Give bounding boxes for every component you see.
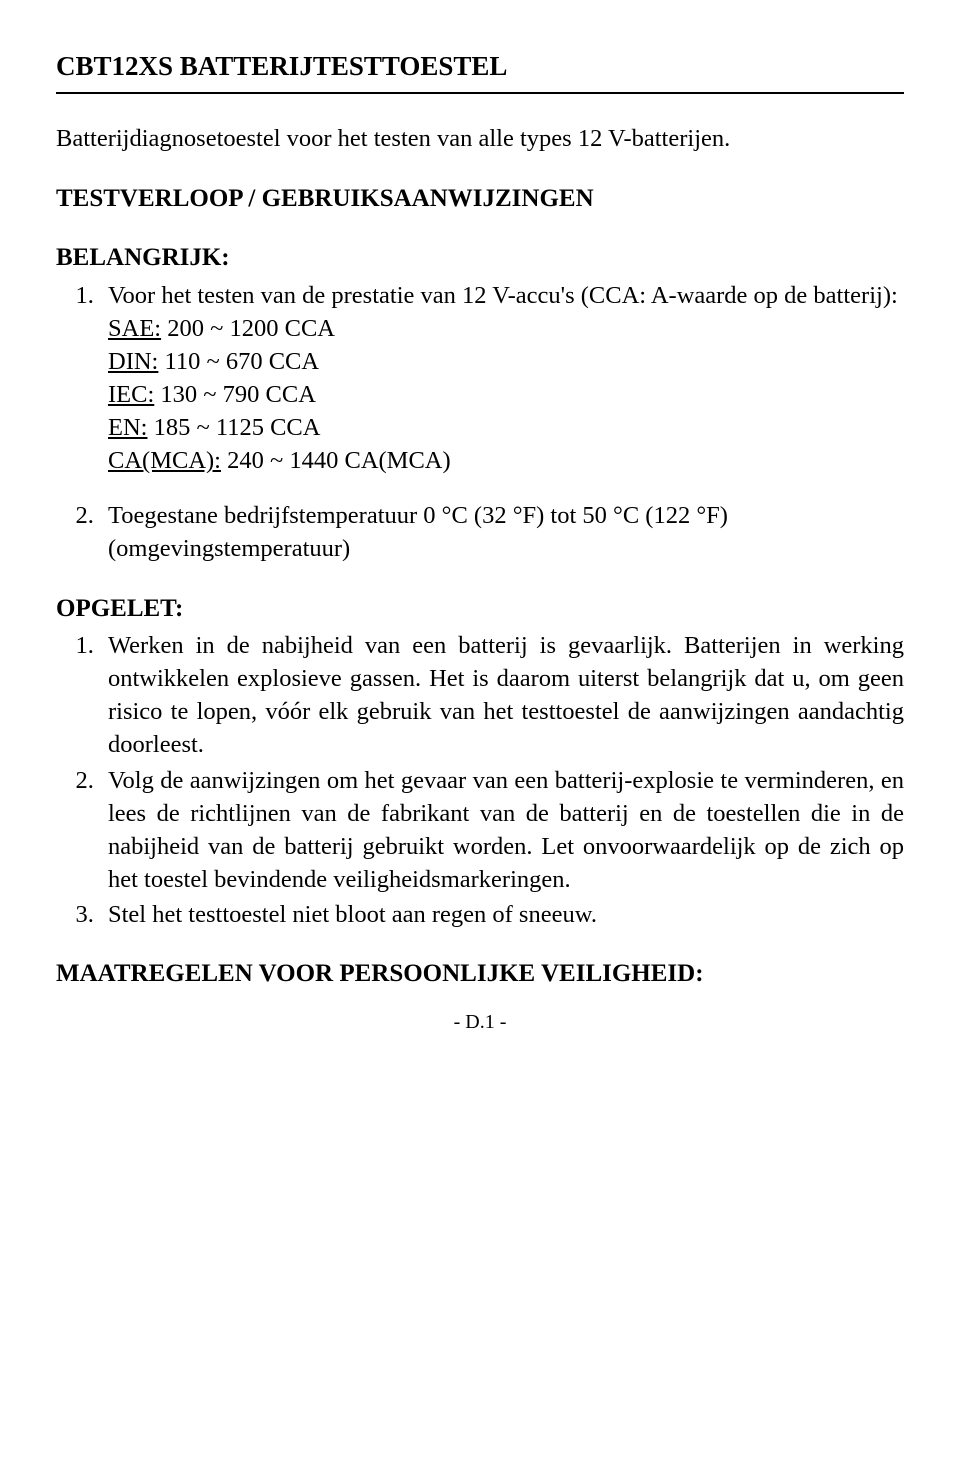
spec-sae-val: 200 ~ 1200 CCA — [161, 315, 335, 342]
spec-sae-label: SAE: — [108, 315, 161, 342]
spec-en-val: 185 ~ 1125 CCA — [147, 414, 320, 441]
spec-iec: IEC: 130 ~ 790 CCA — [108, 378, 904, 411]
caution-item-2: Volg de aanwijzingen om het gevaar van e… — [100, 764, 904, 896]
spec-din: DIN: 110 ~ 670 CCA — [108, 345, 904, 378]
spec-en: EN: 185 ~ 1125 CCA — [108, 411, 904, 444]
spec-sae: SAE: 200 ~ 1200 CCA — [108, 312, 904, 345]
caution-list: Werken in de nabijheid van een batterij … — [56, 629, 904, 931]
important-item-1: Voor het testen van de prestatie van 12 … — [100, 279, 904, 477]
caution-heading: OPGELET: — [56, 592, 904, 626]
important-heading: BELANGRIJK: — [56, 241, 904, 275]
spec-en-label: EN: — [108, 414, 147, 441]
spec-camca-label: CA(MCA): — [108, 447, 221, 474]
spec-iec-val: 130 ~ 790 CCA — [154, 381, 316, 408]
spec-din-val: 110 ~ 670 CCA — [158, 348, 319, 375]
item1-lead: Voor het testen van de prestatie van 12 … — [108, 282, 898, 309]
important-list: Voor het testen van de prestatie van 12 … — [56, 279, 904, 566]
spec-din-label: DIN: — [108, 348, 158, 375]
spec-block: SAE: 200 ~ 1200 CCA DIN: 110 ~ 670 CCA I… — [108, 312, 904, 477]
page-title: CBT12XS BATTERIJTESTTOESTEL — [56, 48, 904, 84]
page-footer: - D.1 - — [56, 1009, 904, 1036]
important-item-2: Toegestane bedrijfstemperatuur 0 °C (32 … — [100, 499, 904, 565]
spec-iec-label: IEC: — [108, 381, 154, 408]
spec-camca: CA(MCA): 240 ~ 1440 CA(MCA) — [108, 444, 904, 477]
caution-item-3: Stel het testtoestel niet bloot aan rege… — [100, 898, 904, 931]
intro-text: Batterijdiagnosetoestel voor het testen … — [56, 122, 904, 155]
section-heading: TESTVERLOOP / GEBRUIKSAANWIJZINGEN — [56, 182, 904, 216]
caution-item-1: Werken in de nabijheid van een batterij … — [100, 629, 904, 761]
item2-text: Toegestane bedrijfstemperatuur 0 °C (32 … — [108, 502, 728, 562]
safety-heading: MAATREGELEN VOOR PERSOONLIJKE VEILIGHEID… — [56, 957, 904, 991]
spec-camca-val: 240 ~ 1440 CA(MCA) — [221, 447, 451, 474]
title-divider — [56, 92, 904, 94]
